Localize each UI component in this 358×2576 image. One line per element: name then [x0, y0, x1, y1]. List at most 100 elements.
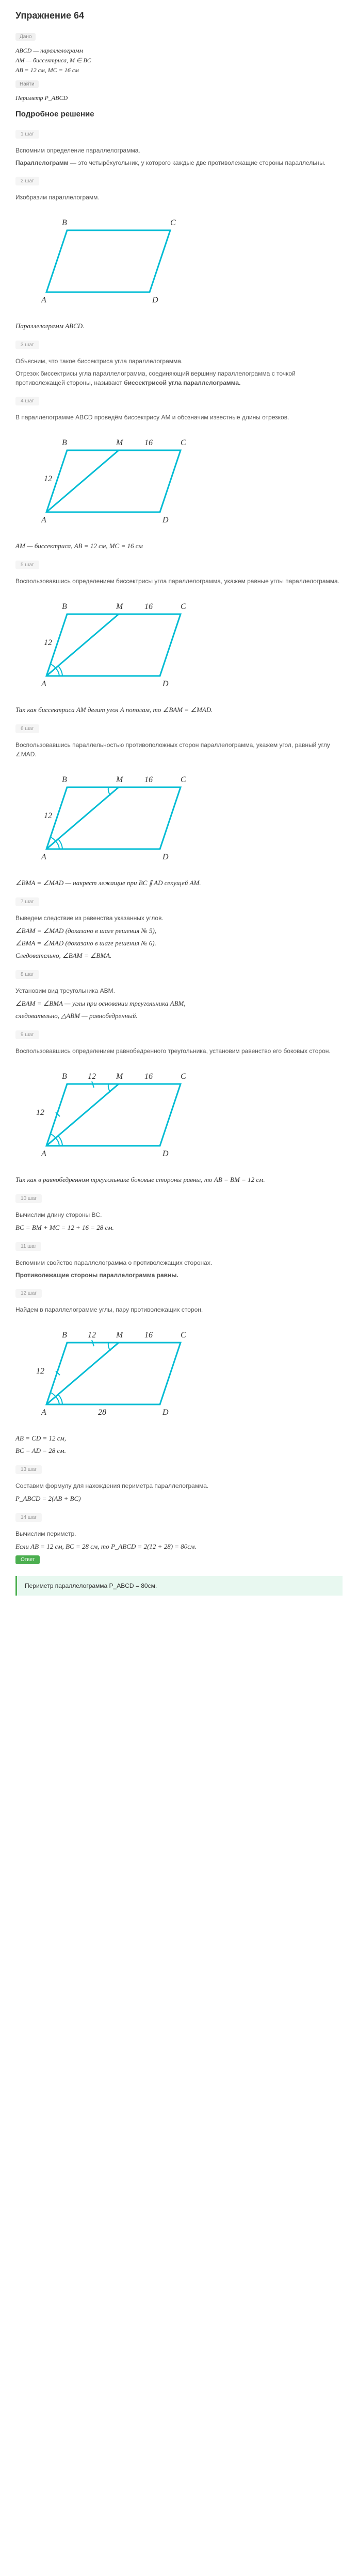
svg-text:12: 12	[44, 638, 52, 647]
svg-text:A: A	[41, 1408, 46, 1417]
svg-text:12: 12	[44, 811, 52, 820]
step-text: Выведем следствие из равенства указанных…	[15, 913, 343, 923]
step-text: Составим формулу для нахождения периметр…	[15, 1481, 343, 1490]
svg-text:A: A	[41, 296, 46, 304]
find-line: Периметр P_ABCD	[15, 94, 343, 102]
step-text: ∠BAM = ∠BMA — углы при основании треугол…	[15, 999, 343, 1008]
solution-title: Подробное решение	[15, 110, 343, 118]
svg-text:A: A	[41, 853, 46, 861]
diagram-1: A B C D	[15, 210, 343, 314]
svg-text:D: D	[162, 680, 169, 688]
caption: AM — биссектриса, AB = 12 см, MC = 16 см	[15, 542, 343, 550]
svg-text:12: 12	[36, 1108, 44, 1117]
caption: Параллелограмм ABCD.	[15, 322, 343, 330]
diagram-4: A B M C D 12 16	[15, 767, 343, 871]
svg-text:M: M	[116, 1331, 124, 1340]
svg-text:D: D	[162, 516, 169, 524]
svg-text:B: B	[62, 218, 67, 227]
svg-text:D: D	[152, 296, 158, 304]
exercise-title: Упражнение 64	[15, 10, 343, 21]
step-text: Изобразим параллелограмм.	[15, 193, 343, 202]
step-text: BC = BM + MC = 12 + 16 = 28 см.	[15, 1224, 343, 1232]
given-line: AB = 12 см, MC = 16 см	[15, 66, 343, 74]
svg-text:M: M	[116, 438, 124, 447]
svg-text:B: B	[62, 438, 67, 447]
step-label: 5 шаг	[15, 561, 39, 569]
step-label: 9 шаг	[15, 1030, 39, 1039]
given-label: Дано	[15, 33, 36, 41]
step-label: 3 шаг	[15, 341, 39, 349]
svg-text:D: D	[162, 1408, 169, 1417]
given-line: ABCD — параллелограмм	[15, 47, 343, 55]
svg-text:12: 12	[88, 1331, 96, 1340]
svg-text:28: 28	[98, 1408, 106, 1417]
step-text: следовательно, △ABM — равнобедренный.	[15, 1012, 343, 1020]
step-text: Противолежащие стороны параллелограмма р…	[15, 1270, 343, 1280]
svg-text:16: 16	[144, 602, 153, 611]
step-label: 11 шаг	[15, 1242, 41, 1251]
diagram-3: A B M C D 12 16	[15, 594, 343, 698]
caption: ∠BMA = ∠MAD — накрест лежащие при BC ∥ A…	[15, 879, 343, 887]
step-text: Вычислим длину стороны BC.	[15, 1210, 343, 1219]
step-label: 6 шаг	[15, 724, 39, 733]
svg-text:16: 16	[144, 1072, 153, 1081]
svg-text:C: C	[181, 1072, 186, 1081]
svg-text:M: M	[116, 775, 124, 784]
svg-text:M: M	[116, 602, 124, 611]
step-label: 4 шаг	[15, 397, 39, 405]
caption: AB = CD = 12 см,	[15, 1434, 343, 1443]
step-text: Воспользовавшись определением биссектрис…	[15, 577, 343, 586]
svg-text:B: B	[62, 775, 67, 784]
svg-text:A: A	[41, 680, 46, 688]
svg-text:16: 16	[144, 438, 153, 447]
step-text: Установим вид треугольника ABM.	[15, 986, 343, 995]
svg-text:C: C	[181, 775, 186, 784]
svg-text:C: C	[170, 218, 176, 227]
svg-text:12: 12	[36, 1367, 44, 1376]
svg-text:B: B	[62, 602, 67, 611]
answer-label: Ответ	[15, 1555, 40, 1564]
given-block: ABCD — параллелограмм AM — биссектриса, …	[15, 47, 343, 74]
svg-text:12: 12	[88, 1072, 96, 1081]
svg-text:C: C	[181, 1331, 186, 1340]
svg-text:D: D	[162, 1149, 169, 1158]
step-text: Вспомним определение параллелограмма.	[15, 146, 343, 155]
step-label: 13 шаг	[15, 1465, 42, 1474]
find-label: Найти	[15, 80, 39, 88]
diagram-2: A B M C D 12 16	[15, 430, 343, 534]
step-label: 10 шаг	[15, 1194, 42, 1203]
step-text: Следовательно, ∠BAM = ∠BMA.	[15, 952, 343, 960]
step-text: ∠BAM = ∠MAD (доказано в шаге решения № 5…	[15, 927, 343, 935]
term: Параллелограмм	[15, 159, 69, 166]
step-text: Воспользовавшись параллельностью противо…	[15, 740, 343, 759]
svg-text:C: C	[181, 438, 186, 447]
step-text: Вспомним свойство параллелограмма о прот…	[15, 1258, 343, 1267]
step-label: 1 шаг	[15, 130, 39, 139]
find-block: Периметр P_ABCD	[15, 94, 343, 102]
svg-text:16: 16	[144, 775, 153, 784]
step-label: 14 шаг	[15, 1513, 42, 1522]
step-text: Воспользовавшись определением равнобедре…	[15, 1046, 343, 1056]
step-text: Вычислим периметр.	[15, 1529, 343, 1538]
step-text: ∠BMA = ∠MAD (доказано в шаге решения № 6…	[15, 939, 343, 947]
term: биссектрисой угла параллелограмма.	[124, 379, 240, 386]
caption: BC = AD = 28 см.	[15, 1447, 343, 1455]
svg-text:B: B	[62, 1072, 67, 1081]
svg-text:A: A	[41, 516, 46, 524]
caption: Так как биссектриса AM делит угол A попо…	[15, 706, 343, 714]
svg-text:12: 12	[44, 474, 52, 483]
step-text: P_ABCD = 2(AB + BC)	[15, 1495, 343, 1503]
step-text: Объясним, что такое биссектриса угла пар…	[15, 357, 343, 366]
answer-text: Периметр параллелограмма P_ABCD = 80см.	[25, 1582, 157, 1589]
answer-box: Периметр параллелограмма P_ABCD = 80см.	[15, 1576, 343, 1596]
svg-text:A: A	[41, 1149, 46, 1158]
diagram-5: A B M C D 12 12 16	[15, 1063, 343, 1168]
diagram-6: A B M C D 12 12 16 28	[15, 1322, 343, 1427]
step-text: В параллелограмме ABCD проведём биссектр…	[15, 413, 343, 422]
svg-text:16: 16	[144, 1331, 153, 1340]
given-line: AM — биссектриса, M ∈ BC	[15, 57, 343, 64]
step-label: 8 шаг	[15, 970, 39, 979]
svg-text:D: D	[162, 853, 169, 861]
step-text: Если AB = 12 см, BC = 28 см, то P_ABCD =…	[15, 1543, 343, 1551]
step-label: 12 шаг	[15, 1289, 42, 1298]
